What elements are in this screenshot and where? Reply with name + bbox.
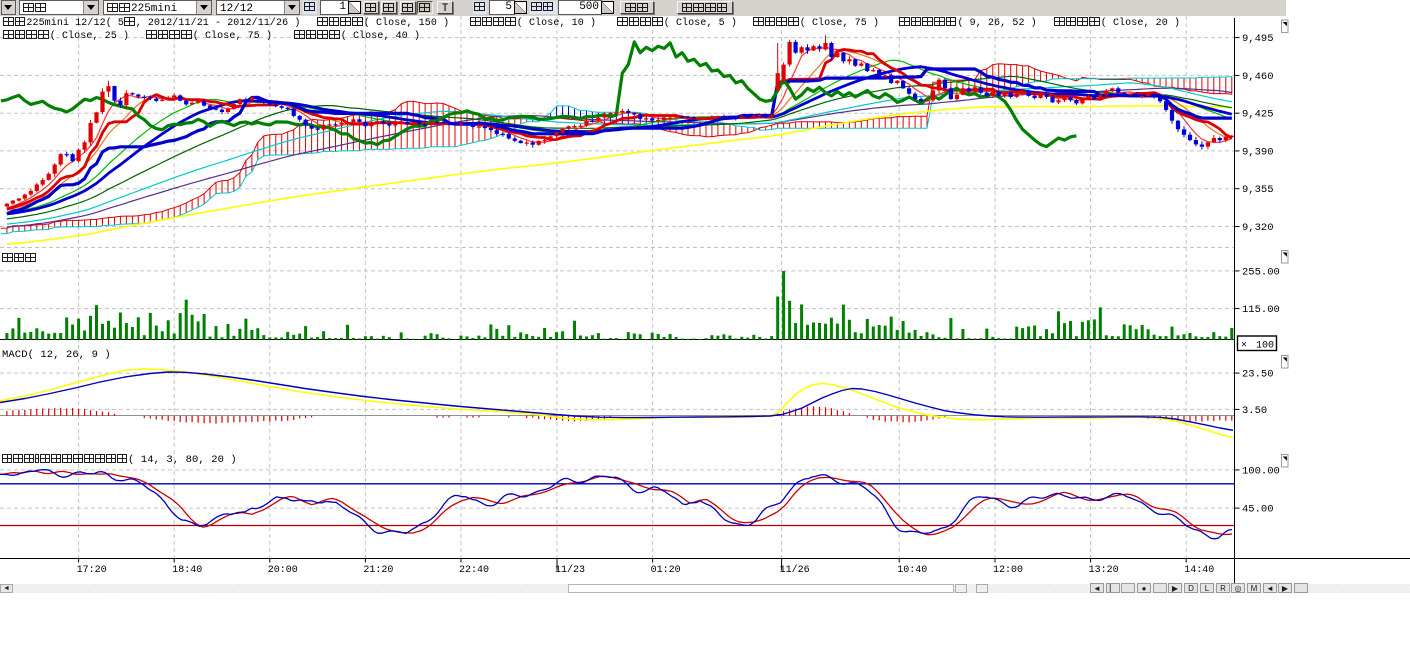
- svg-text:9,320: 9,320: [1242, 222, 1274, 234]
- svg-text:20:00: 20:00: [268, 565, 298, 576]
- svg-text:255.00: 255.00: [1242, 266, 1280, 278]
- svg-text:21:20: 21:20: [363, 565, 393, 576]
- svg-text:13:20: 13:20: [1089, 565, 1119, 576]
- svg-text:100.00: 100.00: [1242, 465, 1280, 477]
- svg-text:11/23: 11/23: [555, 564, 585, 576]
- svg-text:45.00: 45.00: [1242, 504, 1274, 516]
- svg-text:17:20: 17:20: [77, 565, 107, 576]
- svg-text:10:40: 10:40: [897, 565, 927, 576]
- svg-text:22:40: 22:40: [459, 565, 489, 576]
- svg-text:3.50: 3.50: [1242, 405, 1267, 417]
- svg-text:9,425: 9,425: [1242, 109, 1274, 121]
- svg-text:×: ×: [1241, 341, 1247, 352]
- svg-text:12:00: 12:00: [993, 565, 1023, 576]
- svg-text:11/26: 11/26: [780, 564, 810, 576]
- svg-text:9,460: 9,460: [1242, 71, 1274, 83]
- svg-text:9,495: 9,495: [1242, 33, 1274, 45]
- svg-text:23.50: 23.50: [1242, 369, 1274, 381]
- svg-text:9,390: 9,390: [1242, 146, 1274, 158]
- svg-text:9,355: 9,355: [1242, 184, 1274, 196]
- svg-text:01:20: 01:20: [651, 565, 681, 576]
- svg-text:18:40: 18:40: [172, 565, 202, 576]
- svg-text:14:40: 14:40: [1184, 565, 1214, 576]
- svg-text:100: 100: [1256, 341, 1274, 352]
- svg-text:115.00: 115.00: [1242, 304, 1280, 316]
